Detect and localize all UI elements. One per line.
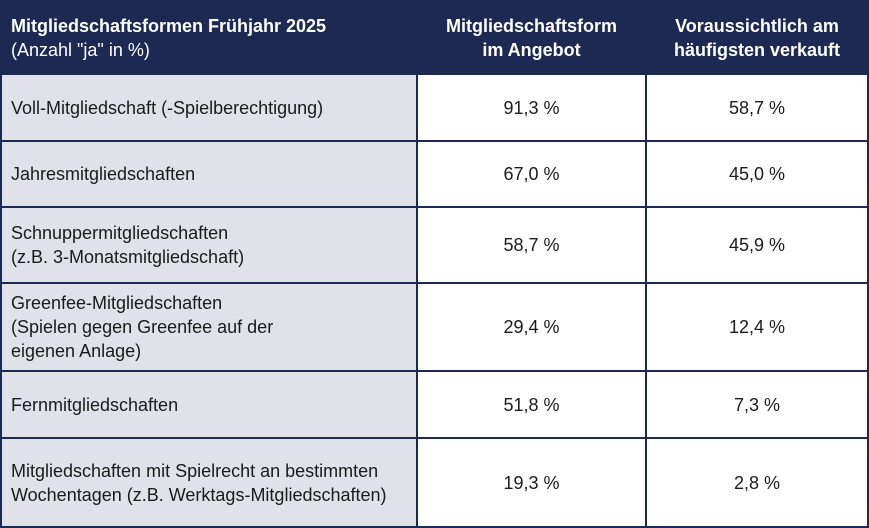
header-cell-offered: Mitgliedschaftsform im Angebot [418,2,645,73]
offered-value: 67,0 % [418,142,645,206]
row-label: Fernmitgliedschaften [2,372,416,437]
most-sold-value: 7,3 % [647,372,867,437]
offered-value: 51,8 % [418,372,645,437]
header-cell-membership-types: Mitgliedschaftsformen Frühjahr 2025 (Anz… [2,2,416,73]
most-sold-value: 2,8 % [647,439,867,526]
most-sold-value: 45,0 % [647,142,867,206]
row-label: Voll-Mitgliedschaft (-Spielberechtigung) [2,75,416,140]
table-row: Jahresmitgliedschaften 67,0 % 45,0 % [2,142,867,206]
offered-value: 91,3 % [418,75,645,140]
row-label: Jahresmitgliedschaften [2,142,416,206]
most-sold-value: 45,9 % [647,208,867,282]
table-row: Greenfee-Mitgliedschaften (Spielen gegen… [2,284,867,370]
table-row: Fernmitgliedschaften 51,8 % 7,3 % [2,372,867,437]
row-label: Greenfee-Mitgliedschaften (Spielen gegen… [2,284,416,370]
offered-value: 19,3 % [418,439,645,526]
table-header-row: Mitgliedschaftsformen Frühjahr 2025 (Anz… [2,2,867,73]
table-subtitle: (Anzahl "ja" in %) [11,39,150,60]
most-sold-value: 12,4 % [647,284,867,370]
table-title: Mitgliedschaftsformen Frühjahr 2025 [11,15,327,36]
row-label: Schnuppermitgliedschaften (z.B. 3-Monats… [2,208,416,282]
table-row: Mitgliedschaften mit Spielrecht an besti… [2,439,867,526]
offered-value: 29,4 % [418,284,645,370]
row-label: Mitgliedschaften mit Spielrecht an besti… [2,439,416,526]
table-row: Schnuppermitgliedschaften (z.B. 3-Monats… [2,208,867,282]
most-sold-value: 58,7 % [647,75,867,140]
header-cell-most-sold: Voraussichtlich am häufigsten verkauft [647,2,867,73]
table-row: Voll-Mitgliedschaft (-Spielberechtigung)… [2,75,867,140]
offered-value: 58,7 % [418,208,645,282]
